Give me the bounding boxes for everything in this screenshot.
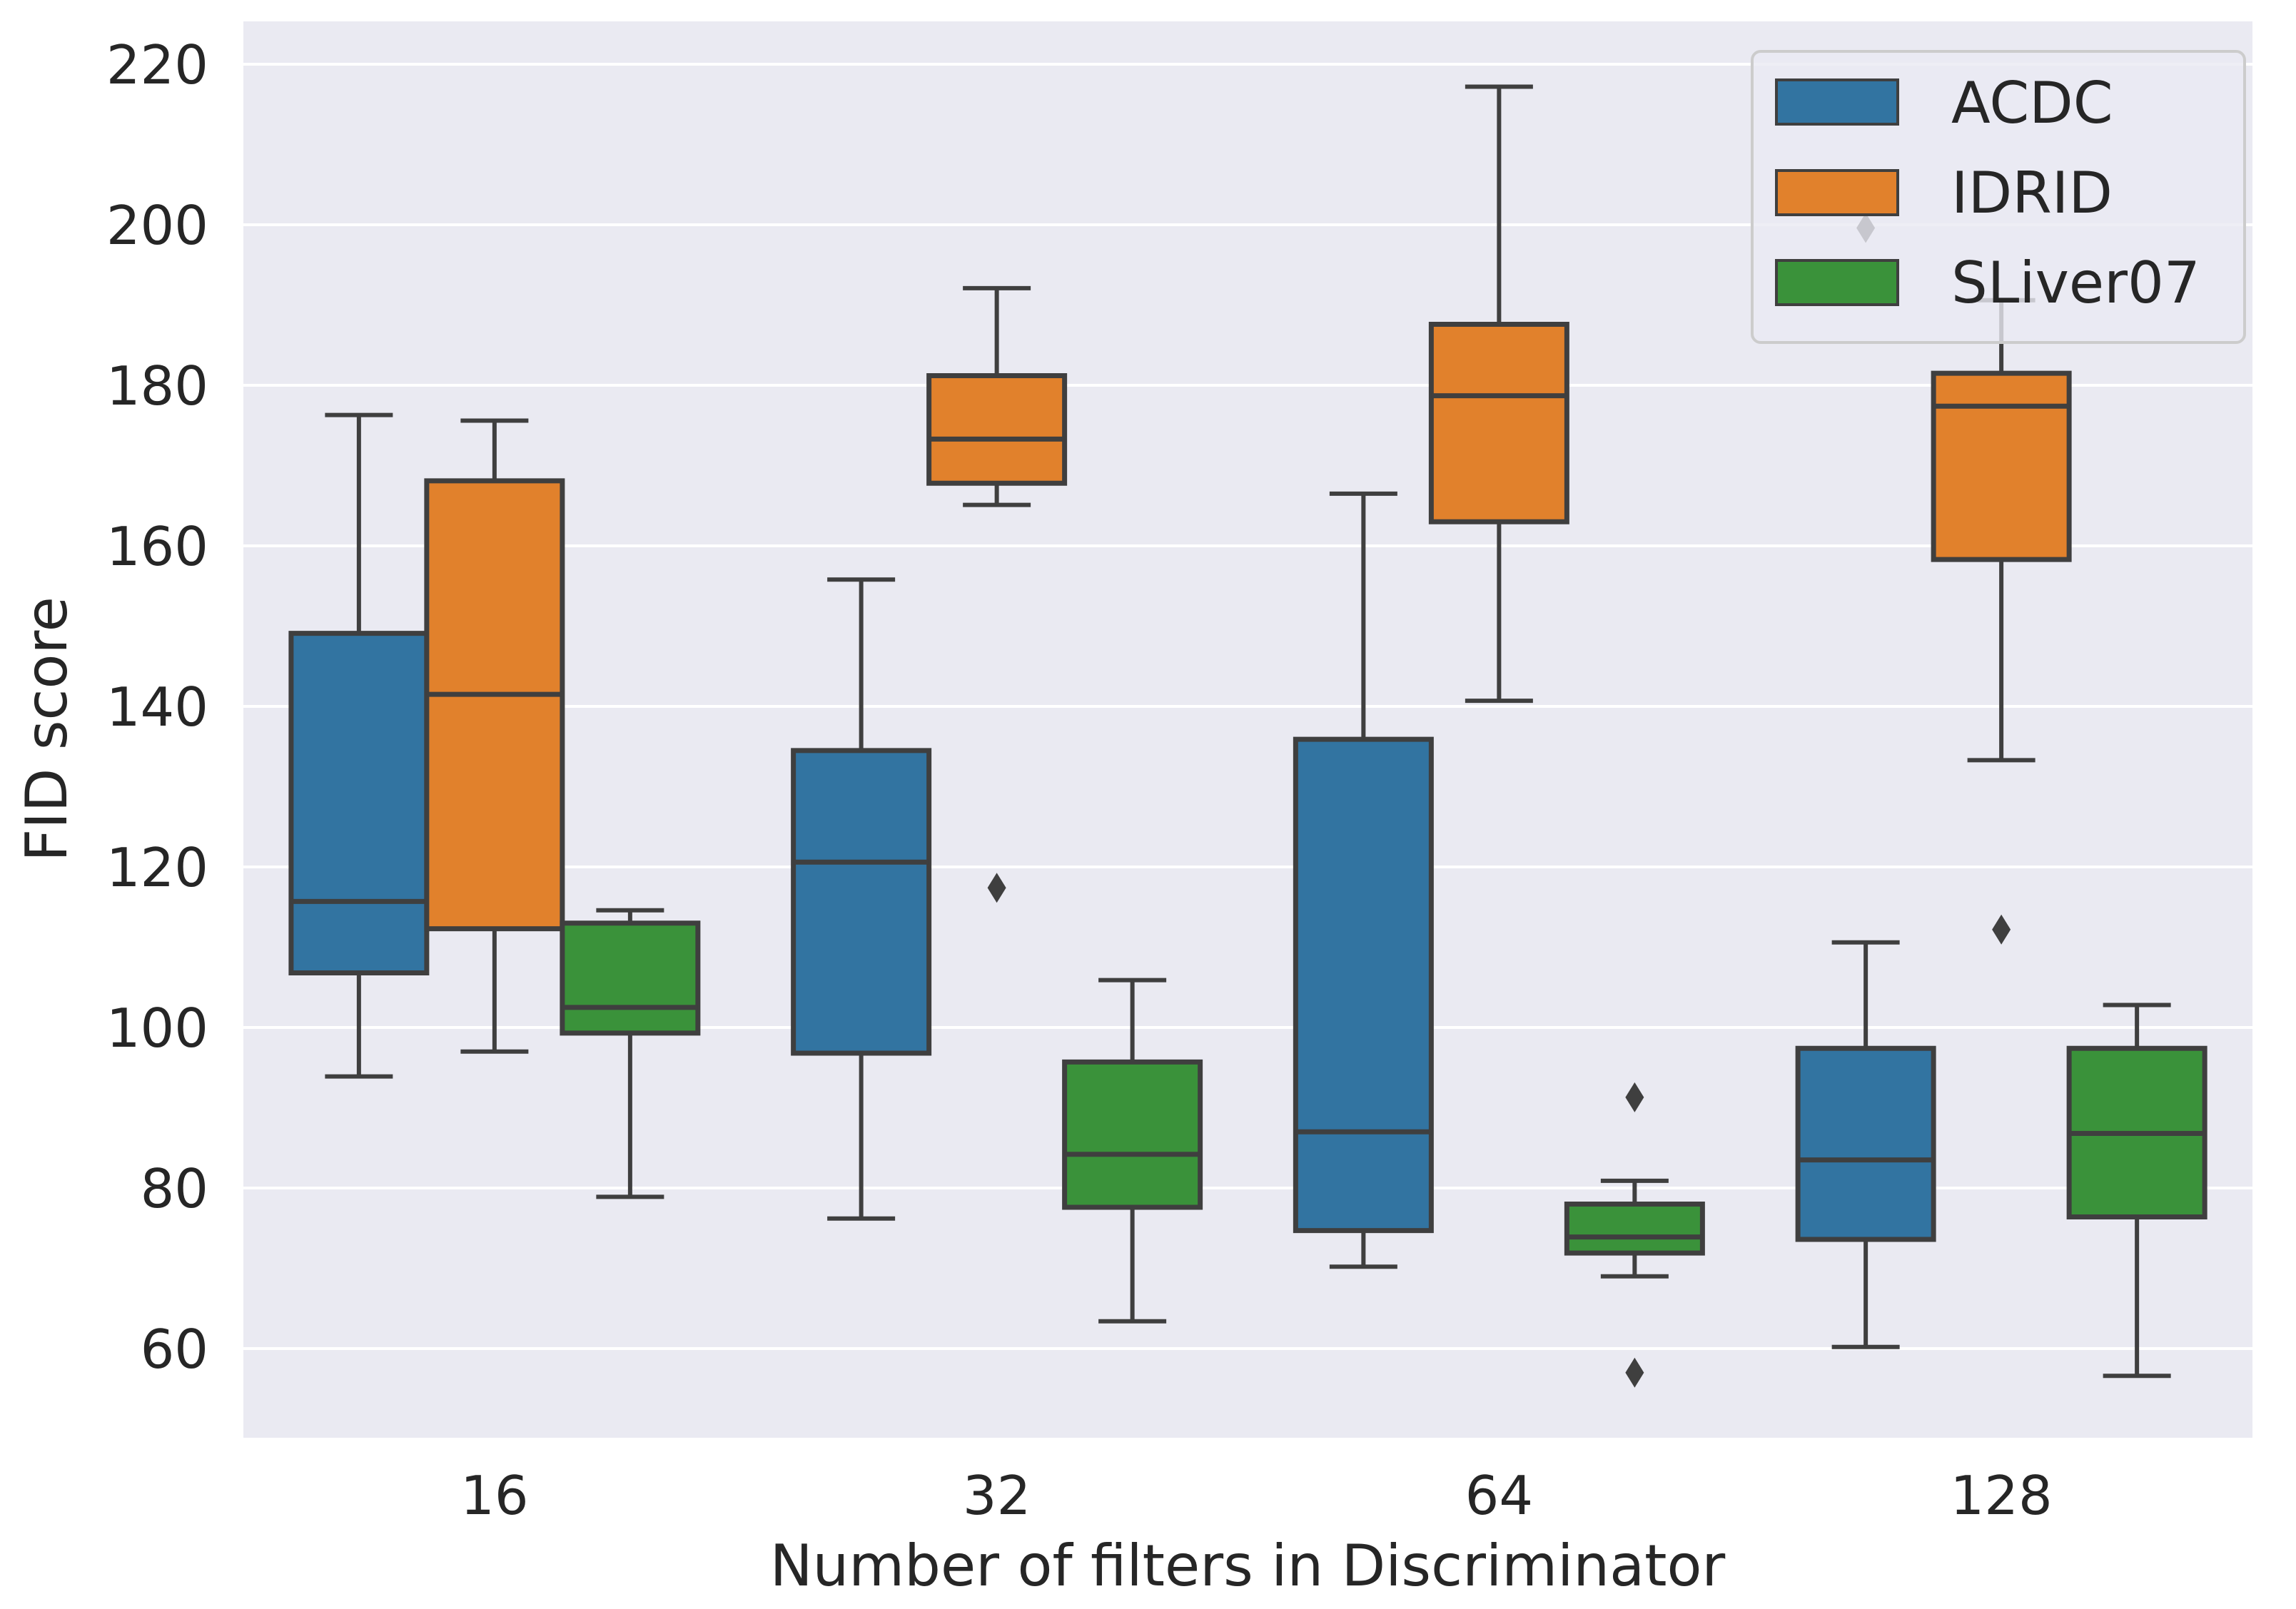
- box-groups: [288, 84, 2208, 1388]
- iqr-box: [560, 920, 701, 1036]
- iqr-box: [1062, 1059, 1203, 1210]
- y-axis-title: FID score: [14, 597, 80, 862]
- x-tick-label: 128: [1951, 1464, 2053, 1527]
- box-sliver07-16: [560, 908, 701, 1199]
- legend-swatch-idrid: [1775, 169, 1899, 216]
- box-idrid-32: [926, 285, 1068, 903]
- y-tick-label: 160: [106, 515, 208, 578]
- box-idrid-128: [1931, 298, 2072, 945]
- box-sliver07-64: [1564, 1082, 1705, 1388]
- y-tick-label: 200: [106, 194, 208, 257]
- iqr-box: [926, 373, 1068, 486]
- x-tick-label: 16: [460, 1464, 528, 1527]
- box-idrid-64: [1428, 84, 1569, 704]
- legend: ACDC IDRID SLiver07: [1751, 50, 2246, 344]
- y-tick-label: 180: [106, 355, 208, 417]
- box-sliver07-128: [2066, 1003, 2208, 1379]
- y-tick-label: 140: [106, 676, 208, 738]
- box-sliver07-32: [1062, 978, 1203, 1324]
- legend-label-acdc: ACDC: [1951, 70, 2113, 136]
- y-tick-label: 220: [106, 34, 208, 96]
- legend-swatch-sliver07: [1775, 259, 1899, 306]
- box-acdc-64: [1293, 491, 1434, 1269]
- axis-ticks: 60 80 100 120 140 160 180 200 220 16 32 64 128: [106, 34, 2053, 1527]
- outlier-point: [1625, 1357, 1644, 1388]
- iqr-box: [1931, 370, 2072, 562]
- box-idrid-16: [424, 418, 565, 1054]
- legend-label-sliver07: SLiver07: [1951, 250, 2200, 316]
- iqr-box: [1564, 1202, 1705, 1256]
- iqr-box: [288, 631, 430, 975]
- legend-label-idrid: IDRID: [1951, 160, 2113, 226]
- y-tick-label: 80: [141, 1157, 208, 1220]
- outlier-point: [1625, 1082, 1644, 1112]
- x-tick-label: 32: [963, 1464, 1031, 1527]
- iqr-box: [1428, 322, 1569, 524]
- iqr-box: [1293, 736, 1434, 1234]
- legend-swatch-acdc: [1775, 78, 1899, 126]
- outlier-point: [987, 873, 1006, 903]
- box-acdc-16: [288, 412, 430, 1079]
- y-tick-label: 120: [106, 836, 208, 899]
- y-tick-label: 100: [106, 997, 208, 1060]
- box-acdc-32: [791, 577, 932, 1221]
- y-tick-label: 60: [141, 1318, 208, 1381]
- iqr-box: [424, 478, 565, 932]
- iqr-box: [791, 748, 932, 1056]
- iqr-box: [1795, 1045, 1936, 1242]
- outlier-point: [1992, 914, 2011, 945]
- box-acdc-128: [1795, 213, 1936, 1349]
- x-tick-label: 64: [1465, 1464, 1533, 1527]
- x-axis-title: Number of filters in Discriminator: [770, 1533, 1726, 1599]
